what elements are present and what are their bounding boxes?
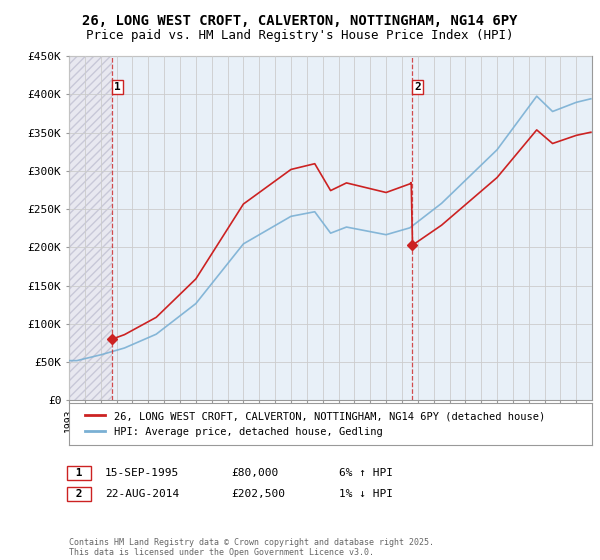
Text: Contains HM Land Registry data © Crown copyright and database right 2025.
This d: Contains HM Land Registry data © Crown c… [69, 538, 434, 557]
Text: £80,000: £80,000 [231, 468, 278, 478]
Text: 1: 1 [115, 82, 121, 92]
Text: 26, LONG WEST CROFT, CALVERTON, NOTTINGHAM, NG14 6PY: 26, LONG WEST CROFT, CALVERTON, NOTTINGH… [82, 14, 518, 28]
Legend: 26, LONG WEST CROFT, CALVERTON, NOTTINGHAM, NG14 6PY (detached house), HPI: Aver: 26, LONG WEST CROFT, CALVERTON, NOTTINGH… [79, 406, 550, 442]
Text: 1% ↓ HPI: 1% ↓ HPI [339, 489, 393, 499]
Text: 2: 2 [415, 82, 421, 92]
Bar [69, 56, 112, 400]
Text: 22-AUG-2014: 22-AUG-2014 [105, 489, 179, 499]
Text: £202,500: £202,500 [231, 489, 285, 499]
Text: 15-SEP-1995: 15-SEP-1995 [105, 468, 179, 478]
Text: Price paid vs. HM Land Registry's House Price Index (HPI): Price paid vs. HM Land Registry's House … [86, 29, 514, 42]
Text: 2: 2 [69, 489, 89, 499]
Text: 6% ↑ HPI: 6% ↑ HPI [339, 468, 393, 478]
Text: 1: 1 [69, 468, 89, 478]
